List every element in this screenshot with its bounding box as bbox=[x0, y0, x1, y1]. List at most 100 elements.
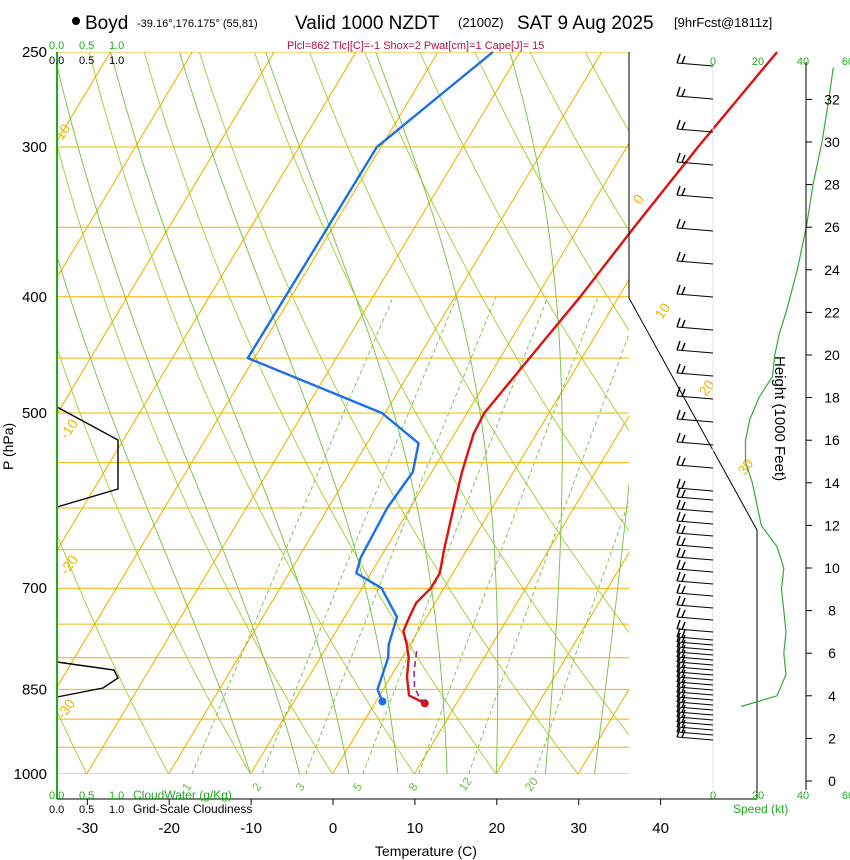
pressure-tick-label: 850 bbox=[22, 681, 47, 698]
wind-barb-flag bbox=[681, 597, 686, 606]
wind-barb-flag bbox=[681, 634, 686, 643]
wind-barb-flag bbox=[681, 654, 686, 663]
wind-barb-flag bbox=[676, 583, 681, 594]
cloudwater-scale-top: 0.0 0.5 1.0 0.0 0.5 1.0 bbox=[49, 40, 124, 67]
wind-barb-flag bbox=[676, 595, 681, 606]
wind-barb-flag bbox=[676, 152, 681, 163]
temperature-tick-label: 30 bbox=[570, 820, 587, 837]
wind-barb bbox=[676, 706, 714, 711]
wind-barb-flag bbox=[676, 682, 681, 693]
wind-barb-flag bbox=[676, 511, 681, 522]
wind-barb bbox=[676, 293, 714, 298]
wind-barb-flag bbox=[681, 729, 686, 738]
cloud-scale-label: 1.0 bbox=[109, 40, 124, 52]
wind-barb-flag bbox=[681, 689, 686, 698]
wind-barb-flag bbox=[681, 55, 686, 64]
dry-adiabat-line bbox=[309, 52, 629, 634]
temperature-tick-label: 0 bbox=[329, 820, 337, 837]
wind-barb-flag bbox=[676, 627, 681, 638]
wind-barb-flag bbox=[676, 317, 681, 328]
wind-barb-flag bbox=[681, 561, 686, 570]
wind-barb bbox=[676, 418, 714, 423]
wind-barb-flag bbox=[676, 702, 681, 713]
height-tick-label: 10 bbox=[824, 560, 840, 576]
pressure-tick-label: 250 bbox=[22, 44, 47, 61]
wind-barb-flag bbox=[681, 411, 686, 420]
wind-barb bbox=[676, 580, 714, 585]
dry-adiabat-line bbox=[57, 143, 333, 774]
wind-speed-profile bbox=[740, 67, 834, 708]
speed-tick-label: 20 bbox=[752, 790, 764, 802]
wind-barb-flag bbox=[681, 187, 686, 196]
wind-barb bbox=[676, 616, 714, 621]
wind-speed-line bbox=[740, 67, 834, 708]
forecast-run: [9hrFcst@1811z] bbox=[674, 15, 772, 30]
dry-adiabat-line bbox=[143, 52, 497, 774]
wind-barb-flag bbox=[676, 409, 681, 420]
wind-barb-flag bbox=[676, 677, 681, 688]
cloud-scale-label: 1.0 bbox=[109, 55, 124, 67]
wind-barb-flag bbox=[676, 251, 681, 262]
wind-barb-flag bbox=[681, 609, 686, 618]
wind-barb bbox=[676, 676, 714, 681]
wind-barb-flag bbox=[681, 644, 686, 653]
wind-barb-flag bbox=[676, 218, 681, 229]
wind-barb bbox=[676, 711, 714, 716]
isotherm-line bbox=[742, 52, 850, 774]
wind-barb-flag bbox=[676, 499, 681, 510]
moist-adiabat-line bbox=[110, 52, 350, 774]
wind-barb bbox=[676, 671, 714, 676]
location-marker-icon bbox=[72, 17, 80, 25]
dry-adiabat-line bbox=[57, 346, 251, 774]
wind-barb-flag bbox=[676, 692, 681, 703]
wind-barb-flag bbox=[676, 386, 681, 397]
wind-barb bbox=[676, 62, 714, 67]
mixing-ratio-label: 5 bbox=[350, 780, 365, 794]
wind-barb bbox=[676, 656, 714, 661]
dry-adiabat-line bbox=[419, 52, 629, 432]
wind-barb-flag bbox=[681, 719, 686, 728]
wind-barb bbox=[676, 395, 714, 400]
speed-tick-label: 40 bbox=[797, 56, 809, 68]
height-tick-label: 8 bbox=[828, 603, 836, 619]
wind-barb bbox=[676, 372, 714, 377]
dry-adiabat-line bbox=[751, 52, 850, 774]
wind-barb-flag bbox=[681, 434, 686, 443]
temperature-tick-label: 20 bbox=[488, 820, 505, 837]
valid-time: Valid 1000 NZDT bbox=[295, 13, 440, 34]
temperature-ticks: -30 -20 -10 0 10 20 30 40 bbox=[76, 799, 669, 837]
cloud-scale-label: 0.0 bbox=[49, 55, 64, 67]
moist-adiabat-line bbox=[375, 52, 499, 774]
cloud-scale-label: 1.0 bbox=[109, 790, 124, 802]
dry-adiabat-line bbox=[806, 52, 850, 774]
wind-barb-flag bbox=[676, 119, 681, 130]
wind-barb-flag bbox=[681, 649, 686, 658]
wind-barb-flag bbox=[681, 699, 686, 708]
wind-barb-flag bbox=[681, 253, 686, 262]
height-tick-label: 28 bbox=[824, 177, 840, 193]
isotherm-line bbox=[824, 52, 850, 774]
wind-barb-flag bbox=[676, 455, 681, 466]
wind-barb-flag bbox=[676, 340, 681, 351]
speed-tick-label: 0 bbox=[710, 56, 716, 68]
wind-barb-flag bbox=[676, 487, 681, 498]
wind-barb-flag bbox=[681, 388, 686, 397]
wind-barb-flag bbox=[681, 585, 686, 594]
wind-barb bbox=[676, 701, 714, 706]
parcel-line bbox=[413, 651, 426, 704]
wind-barb bbox=[676, 646, 714, 651]
mixing-ratio-label: 12 bbox=[456, 774, 475, 793]
sounding-series bbox=[246, 51, 779, 708]
wind-barb-flag bbox=[681, 489, 686, 498]
cloud-scale-label: 0.0 bbox=[49, 804, 64, 816]
wind-barb-flag bbox=[676, 478, 681, 489]
wind-barb bbox=[676, 661, 714, 666]
speed-tick-label: 20 bbox=[752, 56, 764, 68]
isotherm-label: -20 bbox=[56, 552, 81, 578]
wind-barb-flag bbox=[681, 679, 686, 688]
speed-tick-label: 40 bbox=[797, 790, 809, 802]
pressure-tick-label: 400 bbox=[22, 289, 47, 306]
cloudiness-profile bbox=[56, 406, 119, 698]
height-tick-label: 18 bbox=[824, 390, 840, 406]
wind-barb-flag bbox=[681, 694, 686, 703]
